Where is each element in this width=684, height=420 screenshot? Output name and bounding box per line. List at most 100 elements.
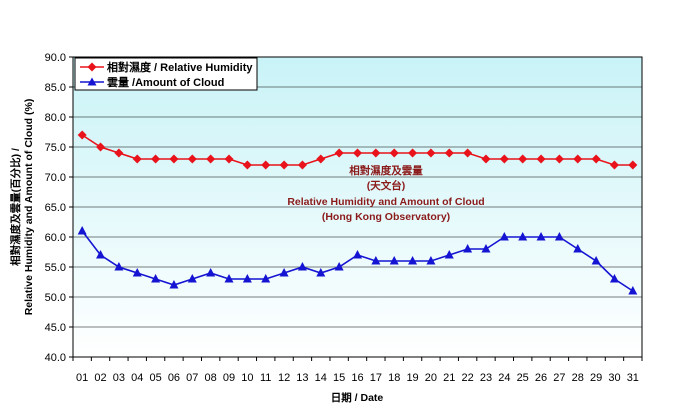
data-point-humidity [481,154,491,164]
x-axis-title: 日期 / Date [331,391,384,404]
data-point-humidity [206,154,216,164]
annotation: 相對濕度及雲量 (天文台) Relative Humidity and Amou… [287,164,484,223]
data-point-humidity [499,154,509,164]
data-point-humidity [279,160,289,170]
x-tick-label: 06 [168,372,180,384]
legend-marker-cloud [87,77,97,86]
data-point-cloud [224,274,234,283]
data-point-humidity [224,154,234,164]
y-tick-label: 70.0 [45,172,66,184]
data-point-humidity [151,154,161,164]
x-tick-label: 25 [517,372,529,384]
y-axis-title-line-1: 相對濕度及雲量(百分比) / [9,148,22,266]
x-tick-label: 27 [553,372,565,384]
data-point-humidity [77,130,87,140]
data-point-humidity [408,148,418,158]
data-point-humidity [389,148,399,158]
x-tick-label: 07 [186,372,198,384]
x-tick-label: 12 [278,372,290,384]
data-point-cloud [114,262,124,271]
data-point-humidity [463,148,473,158]
data-point-cloud [371,256,381,265]
data-point-humidity [554,154,564,164]
data-point-cloud [389,256,399,265]
data-point-humidity [242,160,252,170]
data-point-humidity [573,154,583,164]
data-point-humidity [261,160,271,170]
x-tick-label: 22 [462,372,474,384]
annotation-line-4: (Hong Kong Observatory) [322,211,450,223]
legend-label-cloud: 雲量 /Amount of Cloud [107,76,224,89]
x-tick-label: 01 [76,372,88,384]
annotation-line-2: (天文台) [367,179,406,192]
x-tick-label: 08 [205,372,217,384]
y-tick-labels: 40.0 45.0 50.0 55.0 60.0 65.0 70.0 75.0 80.0 85.0… [45,52,66,364]
x-tick-label: 05 [149,372,161,384]
data-point-humidity [536,154,546,164]
data-point-humidity [132,154,142,164]
data-point-cloud [536,232,546,241]
data-point-cloud [499,232,509,241]
data-point-cloud [96,250,106,259]
data-point-cloud [334,262,344,271]
data-point-humidity [591,154,601,164]
data-point-cloud [628,286,638,295]
data-point-cloud [426,256,436,265]
x-tick-labels: 01 02 03 04 05 06 07 08 09 10 11 12 13 14 15 16 17 18 19 20… [76,372,639,384]
annotation-line-3: Relative Humidity and Amount of Cloud [287,196,484,208]
data-series [77,130,638,295]
y-tick-label: 65.0 [45,202,66,214]
x-tick-label: 16 [351,372,363,384]
data-point-cloud [518,232,528,241]
data-point-cloud [463,244,473,253]
data-point-cloud [279,268,289,277]
data-point-cloud [242,274,252,283]
y-tick-label: 60.0 [45,232,66,244]
data-point-humidity [426,148,436,158]
y-tick-label: 40.0 [45,352,66,364]
y-axis-title: 相對濕度及雲量(百分比) / Relative Humidity and Amo… [9,99,35,316]
data-point-cloud [444,250,454,259]
annotation-line-1: 相對濕度及雲量 [349,164,423,177]
data-point-cloud [573,244,583,253]
x-tick-label: 13 [296,372,308,384]
legend-label-humidity: 相對濕度 / Relative Humidity [107,60,253,74]
data-point-humidity [371,148,381,158]
y-tick-label: 55.0 [45,262,66,274]
data-point-cloud [297,262,307,271]
y-tick-label: 75.0 [45,142,66,154]
legend: 相對濕度 / Relative Humidity 雲量 /Amount of C… [74,57,258,91]
data-point-humidity [187,154,197,164]
x-tick-label: 11 [260,372,271,384]
x-tick-label: 30 [608,372,620,384]
data-point-cloud [77,226,87,235]
data-point-cloud [609,274,619,283]
x-tick-label: 28 [572,372,584,384]
data-point-humidity [114,148,124,158]
y-tick-label: 85.0 [45,82,66,94]
data-point-cloud [481,244,491,253]
data-point-cloud [132,268,142,277]
x-tick-label: 15 [333,372,345,384]
data-point-cloud [151,274,161,283]
x-tick-label: 26 [535,372,547,384]
x-tick-label: 10 [241,372,253,384]
data-point-humidity [353,148,362,158]
data-point-humidity [169,154,179,164]
x-tick-label: 14 [315,372,327,384]
y-tick-label: 50.0 [45,292,66,304]
data-point-cloud [206,268,216,277]
x-tick-label: 18 [388,372,400,384]
x-tick-label: 09 [223,372,235,384]
legend-box [74,57,258,91]
x-tick-label: 04 [131,372,143,384]
x-tick-label: 21 [443,372,455,384]
data-point-humidity [518,154,528,164]
data-point-cloud [261,274,271,283]
x-tick-label: 23 [480,372,492,384]
data-point-cloud [353,250,362,259]
x-tick-label: 20 [425,372,437,384]
data-point-humidity [444,148,454,158]
x-tick-label: 02 [94,372,106,384]
